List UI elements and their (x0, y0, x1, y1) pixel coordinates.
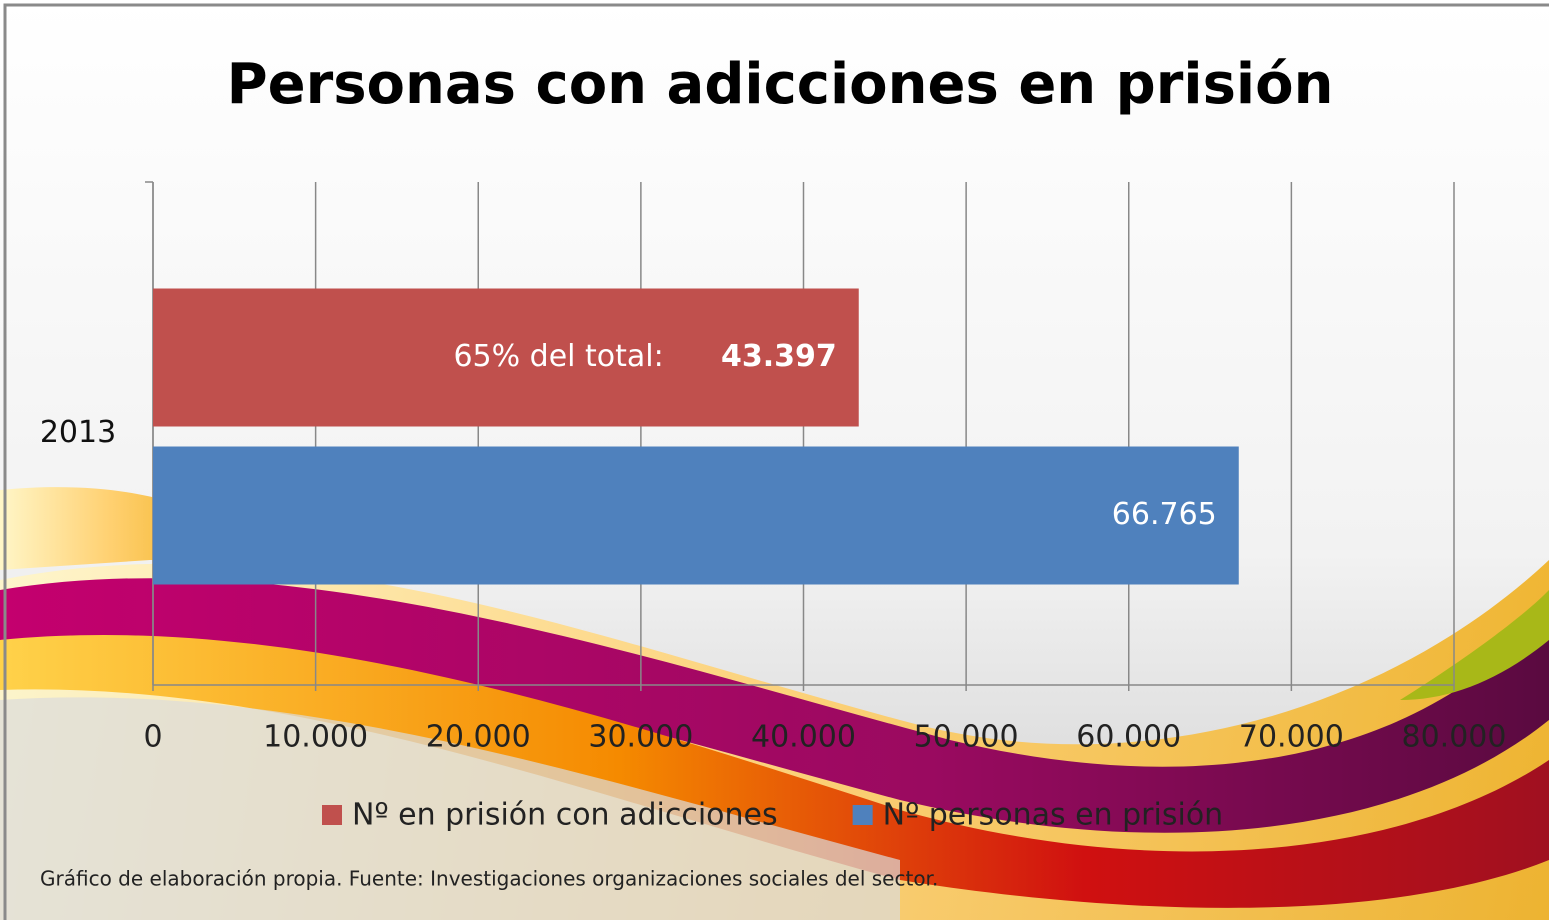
x-tick-label: 70.000 (1239, 720, 1344, 755)
value-label: 66.765 (1112, 497, 1217, 532)
x-tick-label: 30.000 (588, 720, 693, 755)
legend-swatch (322, 805, 342, 825)
legend-swatch (852, 805, 873, 825)
annotation: 65% del total: (453, 339, 663, 374)
footnote: Gráfico de elaboración propia. Fuente: I… (40, 867, 938, 891)
chart-title: Personas con adicciones en prisión (227, 52, 1334, 117)
legend-label: Nº en prisión con adicciones (352, 798, 778, 833)
x-tick-label: 60.000 (1076, 720, 1181, 755)
x-tick-label: 50.000 (914, 720, 1019, 755)
value-label: 43.397 (721, 339, 837, 374)
x-tick-label: 0 (143, 720, 162, 755)
x-tick-label: 10.000 (263, 720, 368, 755)
legend-label: Nº personas en prisión (883, 798, 1224, 833)
y-tick-label: 2013 (40, 415, 116, 450)
bar (153, 446, 1239, 585)
x-tick-label: 20.000 (426, 720, 531, 755)
x-tick-label: 40.000 (751, 720, 856, 755)
x-tick-label: 80.000 (1402, 720, 1507, 755)
bar (153, 288, 859, 427)
